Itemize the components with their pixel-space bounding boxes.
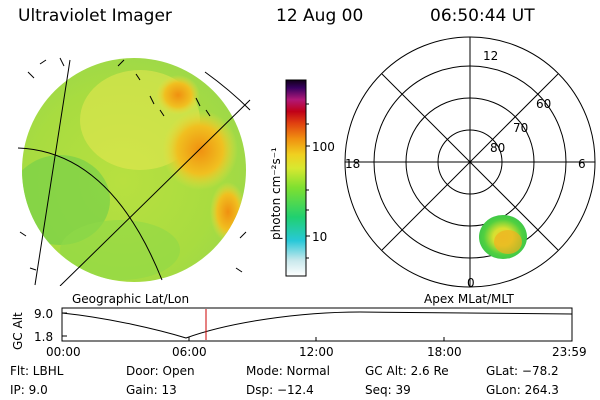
limb-ticks — [19, 57, 247, 273]
auroral-spot — [479, 215, 527, 259]
geographic-grid — [18, 59, 251, 286]
mlt-label-6: 6 — [578, 157, 586, 171]
mode-info: Mode: Normal — [246, 364, 330, 378]
ip-info: IP: 9.0 — [10, 383, 48, 397]
altitude-ytick-top: 9.0 — [34, 307, 53, 321]
seq-info: Seq: 39 — [365, 383, 411, 397]
mlat-label-80: 80 — [490, 141, 505, 155]
mlat-label-70: 70 — [513, 121, 528, 135]
colorbar — [285, 79, 307, 277]
altitude-plot-ticks — [62, 312, 445, 341]
polar-grid — [344, 36, 596, 288]
mlt-label-18: 18 — [345, 157, 360, 171]
gc-alt-info: GC Alt: 2.6 Re — [365, 364, 449, 378]
app-title: Ultraviolet Imager — [18, 6, 172, 26]
altitude-curve — [61, 311, 573, 339]
colorbar-tick-10: 10 — [312, 230, 327, 244]
time-tick-2359: 23:59 — [552, 345, 587, 359]
left-map-label: Geographic Lat/Lon — [72, 292, 189, 306]
mlat-label-60: 60 — [536, 97, 551, 111]
time-tick-1800: 18:00 — [427, 345, 462, 359]
colorbar-unit-label: photon cm⁻²s⁻¹ — [269, 147, 283, 240]
mlt-label-0: 0 — [467, 276, 475, 290]
time-tick-0600: 06:00 — [172, 345, 207, 359]
door-info: Door: Open — [126, 364, 195, 378]
time-label: 06:50:44 UT — [430, 6, 535, 26]
glon-info: GLon: 264.3 — [486, 383, 559, 397]
glat-info: GLat: −78.2 — [486, 364, 559, 378]
altitude-plot-frame — [61, 307, 573, 342]
right-map-label: Apex MLat/MLT — [424, 292, 514, 306]
altitude-ylabel: GC Alt — [11, 312, 25, 350]
colorbar-tick-100: 100 — [312, 140, 335, 154]
gain-info: Gain: 13 — [126, 383, 177, 397]
date-label: 12 Aug 00 — [276, 6, 364, 26]
filter-info: Flt: LBHL — [10, 364, 64, 378]
time-tick-0000: 00:00 — [46, 345, 81, 359]
colorbar-ticks — [306, 103, 310, 259]
mlt-label-12: 12 — [483, 49, 498, 63]
uv-image-disk — [22, 58, 246, 282]
dsp-info: Dsp: −12.4 — [246, 383, 314, 397]
altitude-ytick-bottom: 1.8 — [34, 330, 53, 344]
time-tick-1200: 12:00 — [299, 345, 334, 359]
